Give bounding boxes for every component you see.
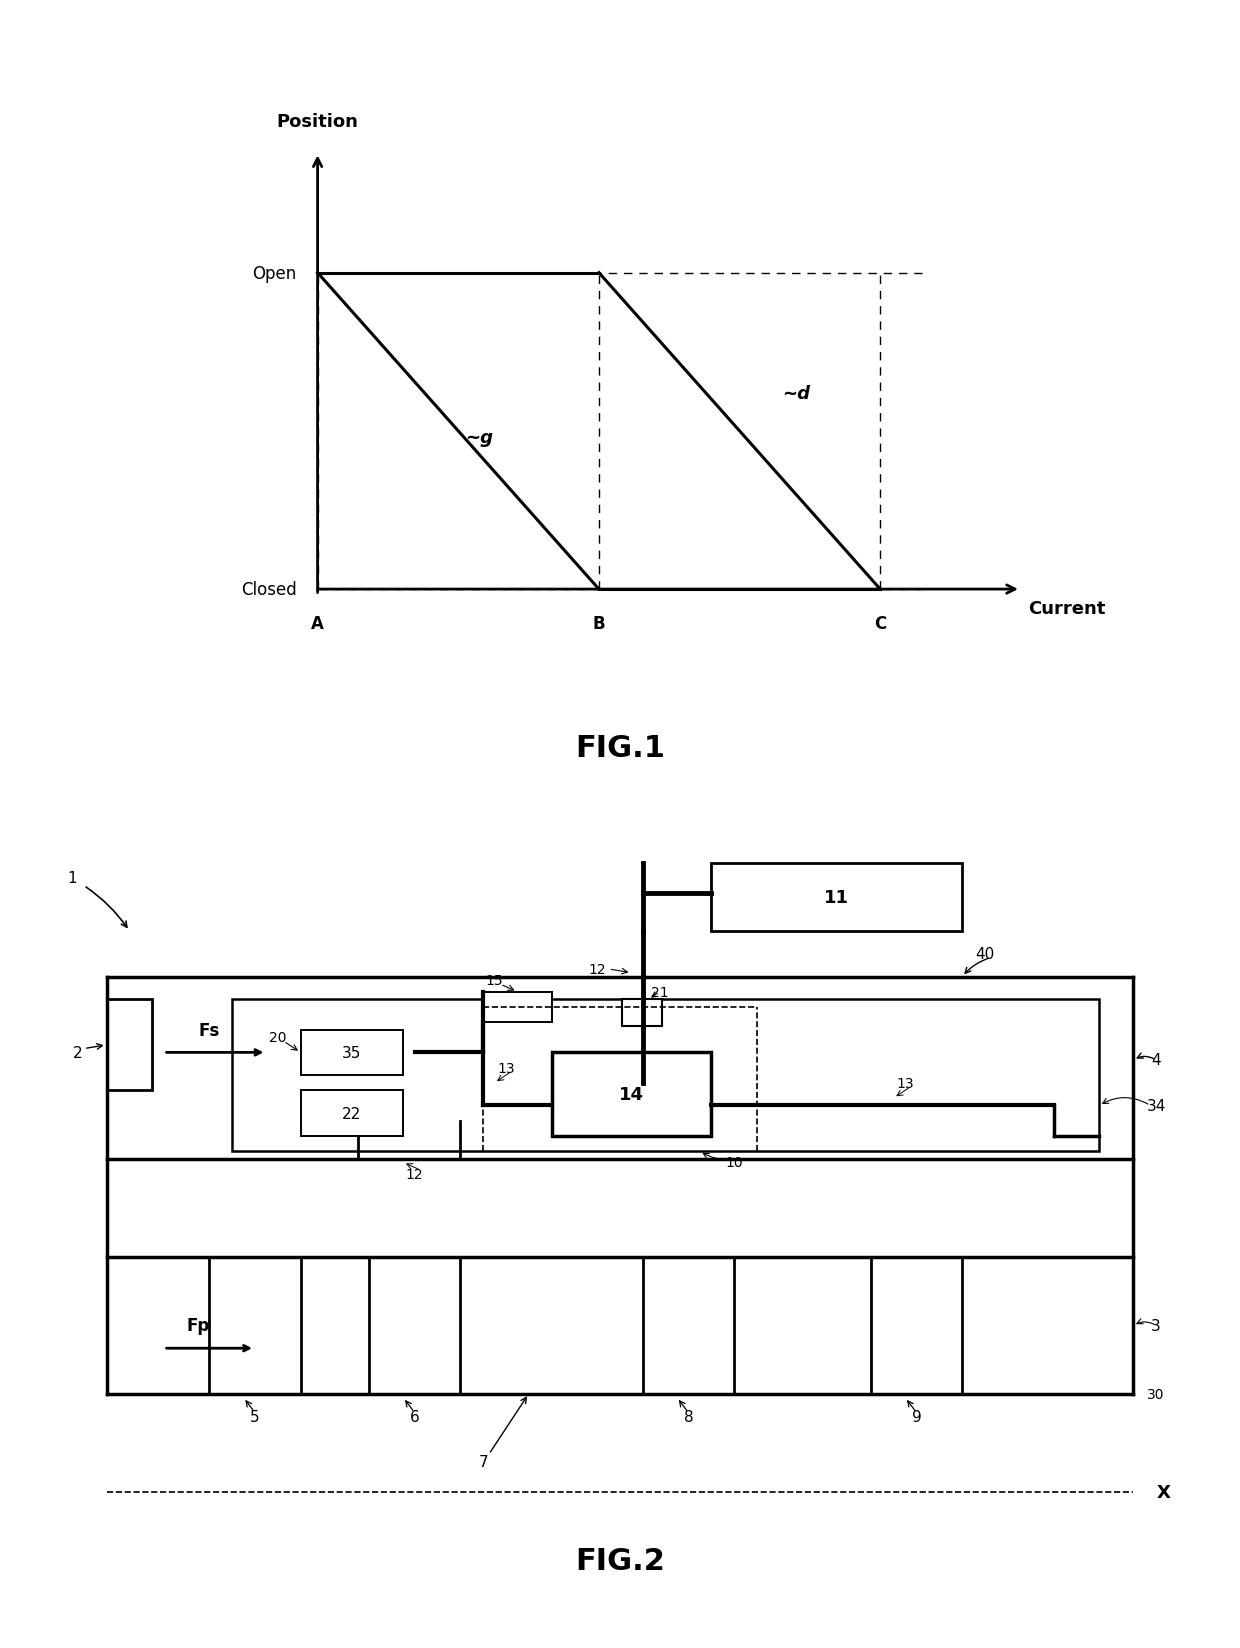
Bar	[210, 1257, 300, 1394]
Bar	[552, 1053, 712, 1135]
Text: 22: 22	[342, 1106, 362, 1121]
Bar	[107, 1000, 153, 1091]
Text: C: C	[874, 615, 887, 633]
Text: 5: 5	[250, 1409, 259, 1424]
Text: Current: Current	[1028, 600, 1105, 618]
Text: X: X	[1156, 1483, 1171, 1501]
Bar	[300, 1091, 403, 1135]
Text: Fp: Fp	[186, 1317, 210, 1335]
Text: A: A	[311, 615, 324, 633]
Bar	[622, 1000, 662, 1027]
Text: 14: 14	[619, 1086, 644, 1104]
Text: 40: 40	[976, 946, 994, 962]
Text: 7: 7	[479, 1455, 487, 1470]
Text: Closed: Closed	[241, 580, 296, 598]
Bar	[712, 864, 962, 931]
Bar	[232, 1000, 1099, 1152]
Text: Position: Position	[277, 114, 358, 132]
Text: 11: 11	[825, 888, 849, 906]
Bar	[370, 1257, 460, 1394]
Text: 2: 2	[73, 1045, 83, 1060]
Text: 13: 13	[497, 1061, 515, 1074]
Text: ~g: ~g	[465, 428, 494, 447]
Text: 1: 1	[68, 870, 77, 887]
Text: 8: 8	[683, 1409, 693, 1424]
Text: 21: 21	[651, 986, 668, 999]
Text: 34: 34	[1147, 1098, 1166, 1114]
Text: 3: 3	[1151, 1318, 1161, 1333]
Bar	[300, 1030, 403, 1076]
Text: 10: 10	[725, 1155, 743, 1170]
Text: FIG.2: FIG.2	[575, 1546, 665, 1575]
Text: Open: Open	[252, 264, 296, 282]
Text: B: B	[593, 615, 605, 633]
Bar	[484, 992, 552, 1022]
Text: 20: 20	[269, 1030, 286, 1045]
Text: ~d: ~d	[781, 384, 810, 402]
Text: 13: 13	[897, 1076, 914, 1089]
Text: FIG.1: FIG.1	[575, 733, 665, 763]
Text: 30: 30	[1147, 1388, 1164, 1401]
Text: 15: 15	[486, 974, 503, 987]
Text: 12: 12	[405, 1167, 424, 1182]
Text: Fs: Fs	[198, 1022, 219, 1038]
Text: 9: 9	[911, 1409, 921, 1424]
Bar	[870, 1257, 962, 1394]
Text: 4: 4	[1152, 1053, 1161, 1068]
Text: 35: 35	[342, 1045, 362, 1060]
Text: 6: 6	[409, 1409, 419, 1424]
Bar	[642, 1257, 734, 1394]
Text: 12: 12	[588, 962, 606, 976]
